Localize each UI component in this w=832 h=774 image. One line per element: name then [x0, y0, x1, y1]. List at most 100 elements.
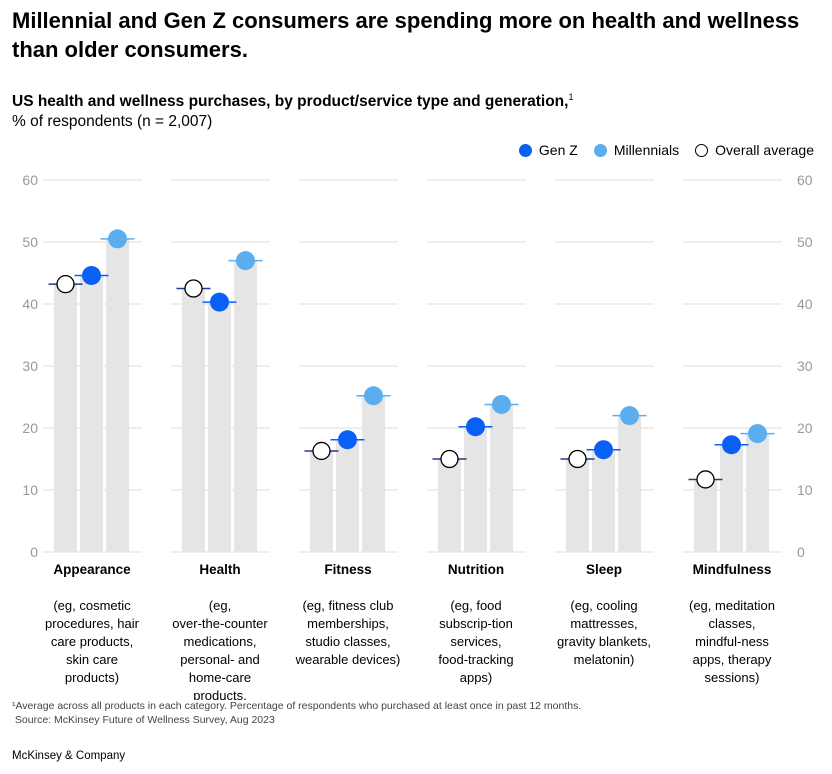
- category-note: subscrip-tion: [439, 616, 513, 631]
- category-note: sessions): [705, 670, 760, 685]
- category-note: (eg, cosmetic: [53, 598, 131, 613]
- y-tick-label-right: 20: [797, 420, 813, 436]
- millennials-dot-icon: [593, 143, 607, 157]
- category-note: melatonin): [574, 652, 635, 667]
- category-note: (eg,: [209, 598, 231, 613]
- millennials-marker: [620, 406, 639, 426]
- category-note: home-care: [189, 670, 251, 685]
- category-note: over-the-counter: [172, 616, 268, 631]
- legend: Gen Z Millennials Overall average: [518, 142, 814, 158]
- y-tick-label-right: 30: [797, 358, 813, 374]
- category-note: classes,: [709, 616, 756, 631]
- category-label: Nutrition: [448, 562, 504, 577]
- millennials-marker: [108, 229, 127, 249]
- subtitle-footnote-mark: 1: [568, 92, 574, 102]
- genz-marker: [594, 440, 613, 460]
- chart-title: Millennial and Gen Z consumers are spend…: [12, 8, 800, 62]
- bar-overall-average: [694, 479, 717, 552]
- bar-gen-z: [464, 426, 487, 552]
- category-note: apps, therapy: [693, 652, 772, 667]
- bar-overall-average: [566, 459, 589, 552]
- bar-millennials: [362, 395, 385, 552]
- y-tick-label-right: 0: [797, 544, 805, 560]
- y-tick-label-right: 10: [797, 482, 813, 498]
- bar-overall-average: [310, 450, 333, 552]
- legend-label: Millennials: [613, 142, 680, 158]
- genz-marker: [82, 265, 101, 285]
- category-note: wearable devices): [295, 652, 401, 667]
- bar-millennials: [490, 404, 513, 552]
- average-circle-icon: [695, 143, 709, 157]
- category-note: services,: [450, 634, 501, 649]
- chart-subtitle: US health and wellness purchases, by pro…: [12, 92, 573, 111]
- average-marker: [56, 275, 75, 294]
- millennials-marker: [492, 394, 511, 414]
- bar-gen-z: [208, 302, 231, 552]
- bar-gen-z: [592, 449, 615, 552]
- genz-marker: [210, 292, 229, 312]
- bar-overall-average: [438, 459, 461, 552]
- bar-millennials: [746, 433, 769, 552]
- y-tick-label-right: 40: [797, 296, 813, 312]
- subtitle-text: US health and wellness purchases, by pro…: [12, 93, 569, 111]
- bar-overall-average: [182, 288, 205, 552]
- category-note: products): [65, 670, 119, 685]
- millennials-marker: [364, 386, 383, 406]
- chart-unit: % of respondents (n = 2,007): [12, 113, 213, 130]
- legend-label: Overall average: [715, 142, 814, 158]
- legend-item-genz: Gen Z: [518, 142, 578, 158]
- average-marker: [696, 470, 715, 489]
- y-tick-label-left: 40: [22, 296, 38, 312]
- average-marker: [312, 441, 331, 461]
- category-note: gravity blankets,: [557, 634, 651, 649]
- category-note: mattresses,: [570, 616, 637, 631]
- average-marker: [184, 279, 203, 298]
- category-note: (eg, cooling: [570, 598, 637, 613]
- category-label: Sleep: [586, 562, 622, 577]
- average-marker: [568, 449, 587, 469]
- bar-overall-average: [54, 284, 77, 552]
- legend-label: Gen Z: [538, 142, 578, 158]
- category-note: mindful-ness: [695, 634, 769, 649]
- genz-dot-icon: [518, 143, 532, 157]
- footnote: ¹Average across all products in each cat…: [12, 699, 581, 727]
- legend-item-average: Overall average: [695, 142, 814, 158]
- category-label: Appearance: [53, 562, 131, 577]
- y-tick-label-left: 60: [22, 172, 38, 188]
- average-marker: [440, 449, 459, 469]
- brand: McKinsey & Company: [12, 750, 126, 762]
- bar-gen-z: [336, 439, 359, 552]
- category-label: Health: [199, 562, 240, 577]
- category-note: procedures, hair: [45, 616, 140, 631]
- y-tick-label-left: 50: [22, 234, 38, 250]
- bar-gen-z: [80, 275, 103, 552]
- y-tick-label-left: 0: [30, 544, 38, 560]
- bar-millennials: [234, 260, 257, 552]
- category-note: care products,: [51, 634, 133, 649]
- category-note: medications,: [184, 634, 257, 649]
- category-note: personal- and: [180, 652, 260, 667]
- bar-millennials: [618, 415, 641, 552]
- chart-plot: 0 0 10 10 20 20 30 30 40 40 50 50 60 60 Appearance (eg,…: [22, 172, 813, 700]
- y-tick-label-left: 20: [22, 420, 38, 436]
- bar-gen-z: [720, 444, 743, 552]
- category-label: Mindfulness: [693, 562, 772, 577]
- bar-millennials: [106, 238, 129, 552]
- category-note: memberships,: [307, 616, 389, 631]
- millennials-marker: [236, 251, 255, 271]
- category-note: apps): [460, 670, 493, 685]
- y-tick-label-left: 10: [22, 482, 38, 498]
- legend-item-millennials: Millennials: [593, 142, 680, 158]
- category-label: Fitness: [324, 562, 371, 577]
- category-note: food-tracking: [438, 652, 513, 667]
- category-note: studio classes,: [305, 634, 390, 649]
- category-note: skin care: [66, 652, 118, 667]
- genz-marker: [466, 417, 485, 437]
- y-tick-label-right: 60: [797, 172, 813, 188]
- y-tick-label-left: 30: [22, 358, 38, 374]
- y-tick-label-right: 50: [797, 234, 813, 250]
- genz-marker: [338, 430, 357, 450]
- genz-marker: [722, 435, 741, 455]
- category-note: (eg, meditation: [689, 598, 775, 613]
